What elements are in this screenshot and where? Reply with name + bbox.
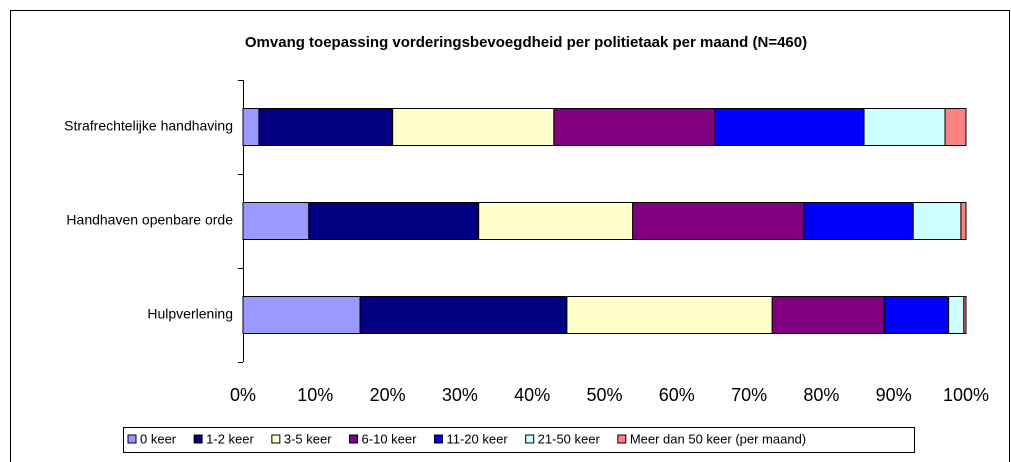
x-tick-label: 70% bbox=[731, 385, 767, 405]
legend-swatch bbox=[617, 434, 627, 444]
chart-title: Omvang toepassing vorderingsbevoegdheid … bbox=[245, 34, 807, 51]
bar-segment bbox=[960, 202, 967, 240]
y-tick-label: Handhaven openbare orde bbox=[66, 212, 233, 228]
x-tick-label: 30% bbox=[442, 385, 478, 405]
x-tick-label: 80% bbox=[803, 385, 839, 405]
x-tick-label: 60% bbox=[659, 385, 695, 405]
bar-segment bbox=[359, 296, 568, 334]
bar-segment bbox=[258, 108, 394, 146]
bar-segment bbox=[714, 108, 865, 146]
legend-swatch bbox=[433, 434, 443, 444]
legend-swatch bbox=[349, 434, 359, 444]
x-tick-label: 20% bbox=[370, 385, 406, 405]
legend-label: 0 keer bbox=[140, 431, 177, 446]
legend-label: Meer dan 50 keer (per maand) bbox=[630, 431, 806, 446]
bar-segment bbox=[803, 202, 914, 240]
bar-segment bbox=[944, 108, 967, 146]
bar-segment bbox=[308, 202, 480, 240]
legend-label: 11-20 keer bbox=[446, 431, 508, 446]
legend-label: 21-50 keer bbox=[538, 431, 601, 446]
x-tick-label: 0% bbox=[230, 385, 256, 405]
bar-segment bbox=[883, 296, 950, 334]
y-tick-label: Hulpverlening bbox=[147, 306, 233, 322]
bar-segment bbox=[632, 202, 805, 240]
x-tick-label: 50% bbox=[586, 385, 622, 405]
bar-segment bbox=[948, 296, 965, 334]
x-tick-label: 100% bbox=[943, 385, 989, 405]
bar-segment bbox=[478, 202, 634, 240]
bar-segment bbox=[553, 108, 716, 146]
bar-segment bbox=[566, 296, 773, 334]
bar-segment bbox=[912, 202, 962, 240]
legend-swatch bbox=[127, 434, 137, 444]
legend-swatch bbox=[193, 434, 203, 444]
legend-box bbox=[123, 427, 915, 453]
y-axis-ticks bbox=[238, 80, 243, 363]
bar-segment bbox=[771, 296, 885, 334]
bar-segment bbox=[242, 202, 310, 240]
legend-label: 3-5 keer bbox=[284, 431, 332, 446]
legend-label: 1-2 keer bbox=[206, 431, 254, 446]
x-tick-label: 40% bbox=[514, 385, 550, 405]
x-tick-label: 90% bbox=[876, 385, 912, 405]
y-tick-label: Strafrechtelijke handhaving bbox=[64, 118, 233, 134]
bar-segment bbox=[242, 108, 260, 146]
legend-swatch bbox=[271, 434, 281, 444]
bar-segment bbox=[863, 108, 946, 146]
bar-segment bbox=[242, 296, 361, 334]
legend-swatch bbox=[525, 434, 535, 444]
bar-segment bbox=[392, 108, 555, 146]
x-tick-label: 10% bbox=[297, 385, 333, 405]
bar-segment bbox=[963, 296, 967, 334]
legend-label: 6-10 keer bbox=[362, 431, 418, 446]
